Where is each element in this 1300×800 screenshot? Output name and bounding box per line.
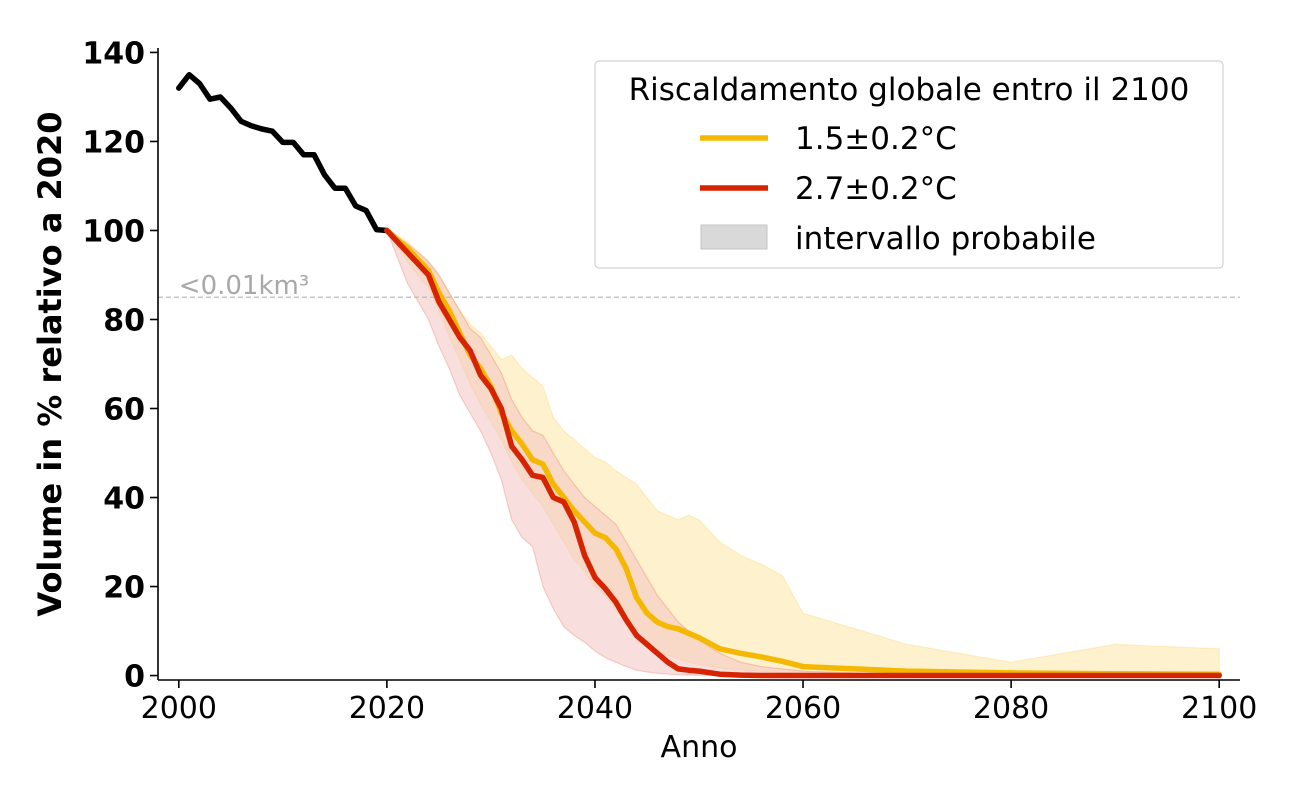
legend-label-1-5c: 1.5±0.2°C — [795, 121, 957, 157]
x-tick-label: 2100 — [1181, 691, 1257, 726]
historical-line — [176, 71, 390, 234]
x-tick-label: 2020 — [349, 691, 425, 726]
y-tick-label: 20 — [103, 571, 145, 606]
x-tick-label: 2060 — [765, 691, 841, 726]
x-tick-label: 2040 — [557, 691, 633, 726]
y-tick-label: 60 — [103, 393, 145, 428]
legend-label-likely-range: intervallo probabile — [795, 221, 1096, 257]
legend-swatch-likely-range — [700, 224, 768, 250]
legend-box — [594, 60, 1224, 269]
y-axis-title: Volume in % relativo a 2020 — [31, 111, 69, 616]
uncertainty-bands — [385, 229, 1220, 677]
y-tick-label: 0 — [124, 660, 145, 695]
series-lines — [176, 71, 1222, 679]
y-tick-label: 140 — [82, 36, 145, 71]
y-tick-label: 120 — [82, 125, 145, 160]
legend: Riscaldamento globale entro il 2100 1.5±… — [594, 60, 1224, 269]
y-tick-label: 40 — [103, 482, 145, 517]
legend-title: Riscaldamento globale entro il 2100 — [629, 72, 1190, 108]
x-tick-label: 2000 — [141, 691, 217, 726]
legend-label-2-7c: 2.7±0.2°C — [795, 171, 957, 207]
y-tick-label: 100 — [82, 214, 145, 249]
x-ticks: 2000 2020 2040 2060 2080 2100 — [141, 680, 1257, 726]
threshold-label: <0.01km³ — [179, 271, 309, 301]
x-axis-title: Anno — [661, 730, 738, 765]
series-line-2-7-0-2-c — [384, 227, 1222, 679]
y-ticks: 0 20 40 60 80 100 120 140 — [82, 36, 158, 695]
threshold-group: <0.01km³ — [158, 271, 1240, 301]
x-tick-label: 2080 — [973, 691, 1049, 726]
likely-range-band-2-7-0-2-c — [385, 229, 1220, 677]
y-tick-label: 80 — [103, 303, 145, 338]
